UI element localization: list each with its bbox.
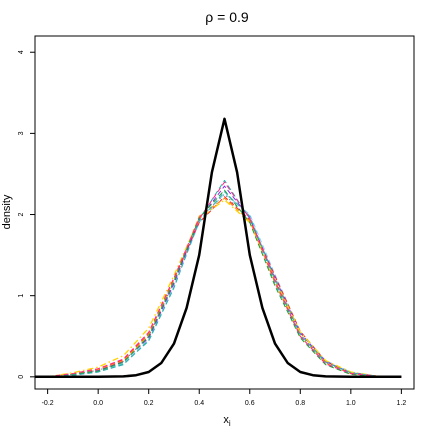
- x-axis-label: xi: [223, 414, 231, 428]
- x-tick-label: 1.0: [346, 400, 356, 407]
- x-tick-label: 1.2: [396, 400, 406, 407]
- estimated-density-line: [47, 196, 402, 378]
- y-tick-label: 3: [18, 131, 25, 135]
- estimated-density-line: [47, 197, 402, 378]
- estimated-density-line: [47, 189, 402, 378]
- estimated-density-line: [47, 181, 402, 378]
- estimated-density-line: [47, 185, 402, 378]
- y-tick-label: 4: [18, 50, 25, 54]
- estimated-density-line: [47, 191, 402, 378]
- y-tick-label: 1: [18, 294, 25, 298]
- x-tick-label: -0.2: [42, 400, 54, 407]
- y-axis: 0 1 2 3 4: [18, 50, 35, 379]
- chart-title: ρ = 0.9: [205, 9, 249, 25]
- x-tick-label: 0.2: [144, 400, 154, 407]
- y-tick-label: 0: [18, 375, 25, 379]
- estimated-density-line: [47, 179, 402, 378]
- y-tick-label: 2: [18, 212, 25, 216]
- true-density-line: [35, 117, 402, 379]
- series-layer: [35, 117, 402, 379]
- y-axis-label: density: [1, 194, 13, 229]
- x-tick-label: 0.6: [245, 400, 255, 407]
- plot-frame: [34, 35, 415, 390]
- x-axis: -0.2 0.0 0.2 0.4 0.6 0.8 1.0 1.2: [42, 389, 406, 407]
- estimated-density-line: [47, 192, 402, 378]
- estimated-density-line: [47, 193, 402, 378]
- x-tick-label: 0.8: [295, 400, 305, 407]
- x-tick-label: 0.0: [93, 400, 103, 407]
- estimated-density-line: [47, 199, 402, 378]
- x-tick-label: 0.4: [194, 400, 204, 407]
- x-axis-label-subscript: i: [229, 419, 231, 428]
